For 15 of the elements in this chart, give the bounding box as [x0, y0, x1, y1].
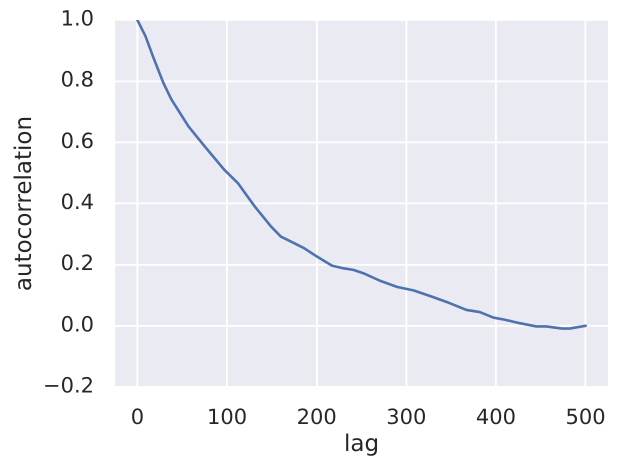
y-tick-label: 0.4: [60, 190, 94, 214]
x-tick-label: 400: [476, 405, 516, 430]
x-axis-title: lag: [344, 431, 380, 458]
x-tick-label: 200: [296, 405, 337, 430]
y-tick-label: 0.0: [60, 312, 94, 336]
y-axis-title: autocorrelation: [10, 116, 37, 292]
x-tick-label: 0: [130, 405, 144, 430]
y-tick-label: 0.6: [60, 128, 94, 153]
x-tick-label: 500: [566, 405, 606, 430]
y-tick-label: 1.0: [60, 6, 94, 30]
x-tick-label: 100: [207, 405, 248, 430]
y-tick-label: 0.2: [60, 251, 94, 276]
y-tick-label: −0.2: [43, 373, 94, 398]
x-tick-label: 300: [386, 405, 426, 430]
y-tick-label: 0.8: [60, 68, 94, 92]
